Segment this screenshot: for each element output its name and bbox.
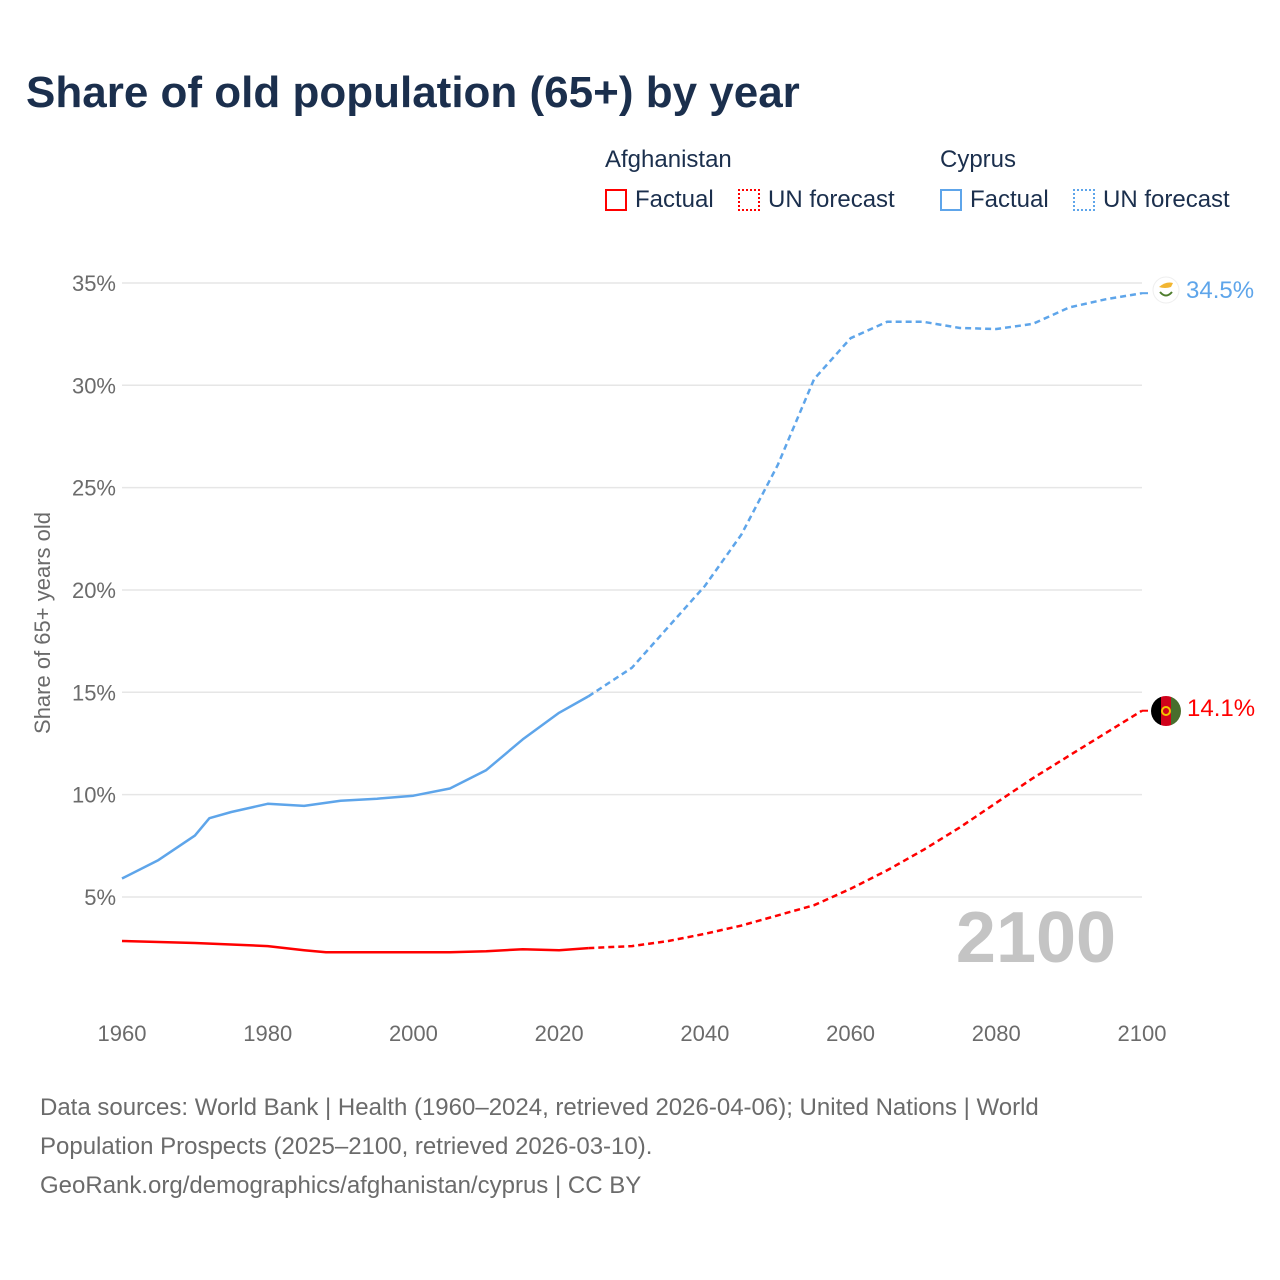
legend-swatch-dotted — [1073, 189, 1095, 211]
x-tick-label: 1960 — [98, 1021, 147, 1046]
attribution-link[interactable]: GeoRank.org/demographics/afghanistan/cyp… — [40, 1172, 642, 1199]
y-axis-label: Share of 65+ years old — [30, 512, 55, 734]
legend-cyprus-factual[interactable]: Factual — [940, 186, 1049, 214]
legend-afghanistan-forecast[interactable]: UN forecast — [738, 186, 895, 214]
legend-swatch-solid — [605, 189, 627, 211]
x-tick-label: 2100 — [1118, 1021, 1167, 1046]
x-tick-label: 2080 — [972, 1021, 1021, 1046]
chart-title: Share of old population (65+) by year — [26, 68, 800, 117]
legend-afghanistan-factual[interactable]: Factual — [605, 186, 714, 214]
cyprus-forecast-line — [587, 291, 1143, 698]
y-tick-label: 20% — [72, 578, 116, 603]
legend-label: Factual — [635, 186, 714, 213]
legend-swatch-solid — [940, 189, 962, 211]
y-tick-label: 30% — [72, 373, 116, 398]
x-tick-label: 2040 — [680, 1021, 729, 1046]
afghanistan-flag-icon — [1151, 696, 1181, 726]
legend-label: UN forecast — [768, 186, 895, 213]
cyprus-factual-line — [121, 695, 589, 880]
legend-swatch-dotted — [738, 189, 760, 211]
legend-cyprus-label: Cyprus — [940, 146, 1017, 173]
legend-label: UN forecast — [1103, 186, 1230, 213]
y-tick-label: 25% — [72, 476, 116, 501]
footer-sources: Data sources: World Bank | Health (1960–… — [40, 1088, 1220, 1205]
cyprus-end-label: 34.5% — [1186, 277, 1254, 304]
legend-label: Factual — [970, 186, 1049, 213]
x-tick-label: 2060 — [826, 1021, 875, 1046]
y-tick-label: 15% — [72, 680, 116, 705]
x-tick-label: 2020 — [535, 1021, 584, 1046]
afghanistan-factual-line — [121, 939, 589, 954]
afghanistan-forecast-line — [588, 709, 1143, 950]
source-line: Data sources: World Bank | Health (1960–… — [40, 1094, 1039, 1121]
source-line: Population Prospects (2025–2100, retriev… — [40, 1133, 653, 1160]
afghanistan-end-label: 14.1% — [1187, 695, 1255, 722]
cyprus-flag-icon — [1152, 276, 1180, 304]
legend-afghanistan-label: Afghanistan — [605, 146, 732, 173]
legend-cyprus-forecast[interactable]: UN forecast — [1073, 186, 1230, 214]
x-tick-label: 2000 — [389, 1021, 438, 1046]
y-tick-label: 5% — [84, 885, 116, 910]
y-tick-label: 35% — [72, 271, 116, 296]
year-watermark: 2100 — [956, 898, 1116, 978]
y-tick-label: 10% — [72, 783, 116, 808]
x-tick-label: 1980 — [243, 1021, 292, 1046]
